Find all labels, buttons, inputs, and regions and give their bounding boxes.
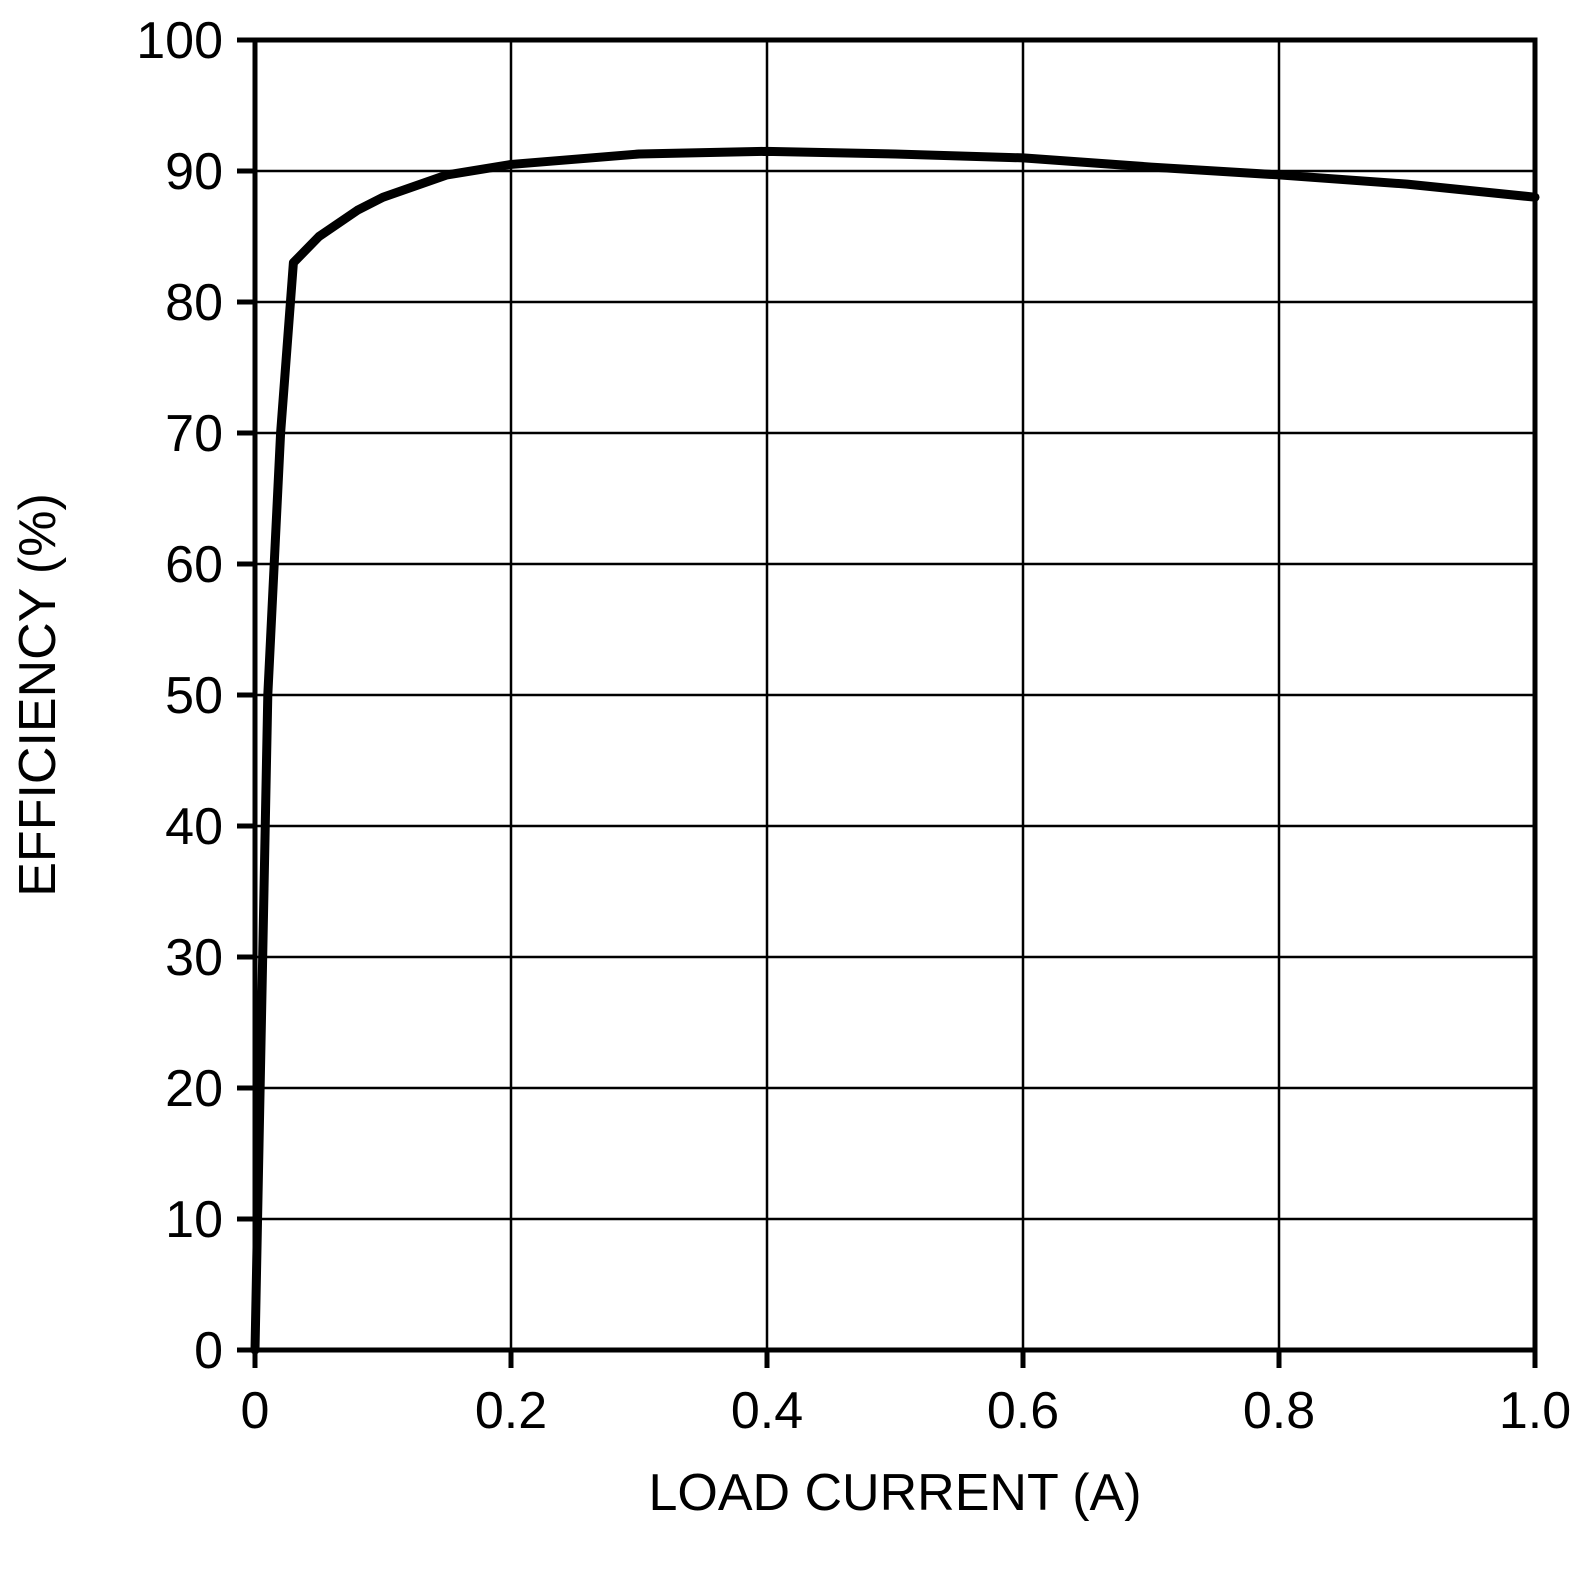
y-tick-label: 50	[165, 667, 223, 725]
x-tick-label: 0.2	[475, 1382, 547, 1440]
y-tick-label: 30	[165, 929, 223, 987]
chart-svg: 0 0.2 0.4 0.6 0.8 1.0 0 10 20 30 40 50 60 70 80 90 100 LO…	[0, 0, 1580, 1588]
x-tick-label: 1.0	[1499, 1382, 1571, 1440]
y-tick-label: 70	[165, 405, 223, 463]
y-tick-label: 0	[194, 1322, 223, 1380]
y-axis-label: EFFICIENCY (%)	[9, 493, 67, 897]
x-tick-label: 0.4	[731, 1382, 803, 1440]
y-tick-label: 60	[165, 536, 223, 594]
x-tick-label: 0	[241, 1382, 270, 1440]
y-tick-label: 90	[165, 143, 223, 201]
efficiency-chart: 0 0.2 0.4 0.6 0.8 1.0 0 10 20 30 40 50 60 70 80 90 100 LO…	[0, 0, 1580, 1588]
y-tick-label: 20	[165, 1060, 223, 1118]
y-tick-label: 10	[165, 1191, 223, 1249]
y-tick-label: 80	[165, 274, 223, 332]
y-tick-label: 40	[165, 798, 223, 856]
x-tick-label: 0.8	[1243, 1382, 1315, 1440]
y-tick-label: 100	[136, 12, 223, 70]
x-tick-label: 0.6	[987, 1382, 1059, 1440]
x-axis-label: LOAD CURRENT (A)	[648, 1464, 1141, 1522]
